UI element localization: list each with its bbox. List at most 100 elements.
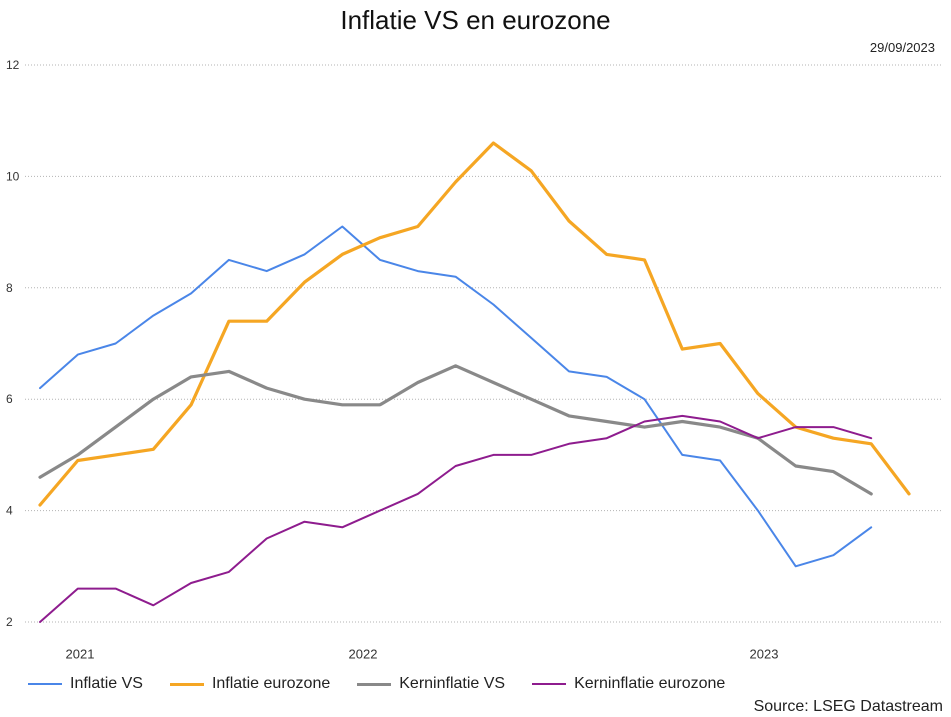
data-point-inflatie-eurozone: [717, 341, 723, 347]
legend: Inflatie VS Inflatie eurozone Kerninflat…: [28, 675, 752, 693]
data-point-kerninflatie-eurozone: [755, 435, 761, 441]
data-point-inflatie-vs: [264, 268, 270, 274]
data-point-kerninflatie-eurozone: [453, 463, 459, 469]
data-point-kerninflatie-vs: [717, 424, 723, 430]
data-point-kerninflatie-vs: [679, 419, 685, 425]
data-point-inflatie-vs: [830, 552, 836, 558]
data-point-inflatie-vs: [528, 335, 534, 341]
y-tick-label: 4: [6, 504, 13, 518]
data-point-kerninflatie-eurozone: [604, 435, 610, 441]
legend-label-kerninflatie-eurozone: Kerninflatie eurozone: [574, 675, 726, 692]
legend-swatch-inflatie-eurozone: [169, 682, 204, 686]
data-point-kerninflatie-vs: [604, 419, 610, 425]
x-axis-ticks: 2021 2022 2023: [66, 647, 779, 662]
data-point-kerninflatie-vs: [453, 363, 459, 369]
data-point-kerninflatie-eurozone: [679, 413, 685, 419]
data-point-kerninflatie-eurozone: [302, 519, 308, 525]
data-point-kerninflatie-eurozone: [75, 586, 81, 592]
data-point-kerninflatie-eurozone: [490, 452, 496, 458]
data-point-inflatie-vs: [37, 385, 43, 391]
legend-swatch-inflatie-vs: [28, 683, 62, 685]
data-point-inflatie-vs: [339, 224, 345, 230]
data-point-inflatie-eurozone: [264, 318, 270, 324]
data-point-inflatie-eurozone: [226, 318, 232, 324]
data-point-inflatie-eurozone: [75, 458, 81, 464]
data-point-inflatie-eurozone: [528, 168, 534, 174]
data-point-kerninflatie-eurozone: [226, 569, 232, 575]
data-point-kerninflatie-vs: [830, 469, 836, 475]
data-point-kerninflatie-eurozone: [566, 441, 572, 447]
data-point-kerninflatie-vs: [150, 396, 156, 402]
data-point-kerninflatie-eurozone: [415, 491, 421, 497]
data-point-kerninflatie-eurozone: [150, 602, 156, 608]
data-point-kerninflatie-vs: [339, 402, 345, 408]
legend-item-inflatie-eurozone: Inflatie eurozone: [169, 675, 330, 693]
series-line-kerninflatie-vs: [38, 364, 873, 496]
series-inflatie-eurozone: [38, 141, 912, 507]
x-tick-label: 2023: [750, 647, 779, 662]
data-point-kerninflatie-eurozone: [830, 424, 836, 430]
data-point-inflatie-eurozone: [453, 179, 459, 185]
source-note: Source: LSEG Datastream: [753, 698, 943, 715]
y-tick-label: 10: [6, 169, 20, 183]
data-point-inflatie-vs: [717, 458, 723, 464]
y-tick-label: 8: [6, 281, 13, 295]
data-point-kerninflatie-vs: [377, 402, 383, 408]
data-point-inflatie-eurozone: [604, 251, 610, 257]
legend-label-inflatie-vs: Inflatie VS: [70, 675, 143, 692]
data-point-kerninflatie-eurozone: [528, 452, 534, 458]
data-point-kerninflatie-vs: [37, 474, 43, 480]
data-point-inflatie-eurozone: [113, 452, 119, 458]
data-point-inflatie-eurozone: [188, 402, 194, 408]
data-point-inflatie-eurozone: [415, 224, 421, 230]
data-point-inflatie-vs: [377, 257, 383, 263]
data-point-inflatie-vs: [642, 396, 648, 402]
series-line-kerninflatie-eurozone: [39, 414, 873, 623]
data-point-inflatie-vs: [604, 374, 610, 380]
series-inflatie-vs: [37, 224, 874, 569]
data-point-kerninflatie-eurozone: [264, 536, 270, 542]
data-point-inflatie-vs: [868, 524, 874, 530]
data-point-kerninflatie-eurozone: [377, 508, 383, 514]
data-point-kerninflatie-vs: [264, 385, 270, 391]
data-point-kerninflatie-vs: [566, 413, 572, 419]
date-stamp: 29/09/2023: [869, 40, 935, 55]
data-point-inflatie-eurozone: [679, 346, 685, 352]
legend-item-inflatie-vs: Inflatie VS: [28, 675, 143, 693]
series-kerninflatie-eurozone: [39, 413, 873, 623]
data-point-inflatie-vs: [755, 508, 761, 514]
data-point-inflatie-eurozone: [642, 257, 648, 263]
legend-label-kerninflatie-vs: Kerninflatie VS: [399, 675, 506, 692]
data-point-kerninflatie-vs: [226, 368, 232, 374]
data-point-kerninflatie-vs: [188, 374, 194, 380]
data-point-kerninflatie-vs: [302, 396, 308, 402]
legend-swatch-kerninflatie-eurozone: [532, 683, 567, 685]
data-point-inflatie-vs: [415, 268, 421, 274]
y-tick-label: 12: [6, 58, 20, 72]
x-tick-label: 2022: [349, 647, 378, 662]
chart-title: Inflatie VS en eurozone: [340, 5, 611, 35]
data-point-kerninflatie-eurozone: [339, 524, 345, 530]
y-axis-ticks: 2 4 6 8 10 12: [6, 58, 20, 629]
data-point-kerninflatie-eurozone: [188, 580, 194, 586]
x-tick-label: 2021: [66, 647, 95, 662]
data-point-inflatie-eurozone: [906, 491, 912, 497]
data-point-kerninflatie-vs: [528, 396, 534, 402]
data-point-kerninflatie-eurozone: [793, 424, 799, 430]
data-point-kerninflatie-eurozone: [717, 419, 723, 425]
data-point-inflatie-eurozone: [377, 235, 383, 241]
data-point-kerninflatie-vs: [793, 463, 799, 469]
data-point-kerninflatie-eurozone: [113, 586, 119, 592]
data-point-kerninflatie-vs: [490, 380, 496, 386]
legend-item-kerninflatie-vs: Kerninflatie VS: [357, 675, 505, 693]
data-point-inflatie-eurozone: [566, 218, 572, 224]
data-point-inflatie-eurozone: [150, 446, 156, 452]
data-point-inflatie-eurozone: [755, 391, 761, 397]
y-tick-label: 6: [6, 392, 13, 406]
series-line-inflatie-eurozone: [38, 141, 911, 507]
series-kerninflatie-vs: [37, 363, 873, 496]
data-point-kerninflatie-vs: [415, 380, 421, 386]
data-point-inflatie-vs: [793, 563, 799, 569]
